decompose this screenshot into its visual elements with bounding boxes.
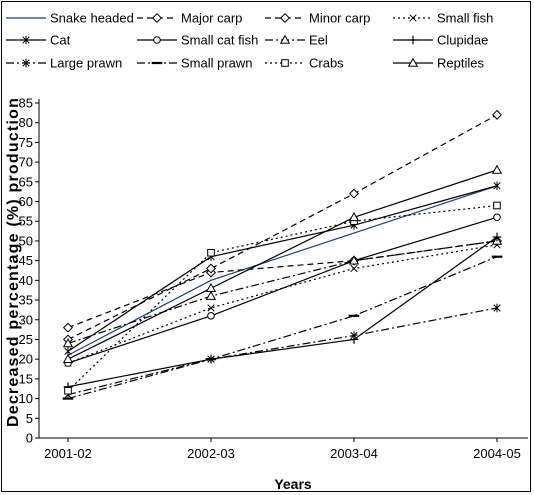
y-tick-label: 70 — [19, 155, 33, 170]
data-point — [205, 282, 217, 293]
series-large-prawn — [64, 303, 501, 399]
data-point — [348, 211, 360, 222]
y-tick-label: 50 — [19, 233, 33, 248]
y-tick-label: 5 — [26, 411, 33, 426]
data-point — [62, 353, 74, 363]
y-tick-label: 80 — [19, 115, 33, 130]
data-point — [348, 188, 360, 199]
series-major-carp — [62, 235, 503, 333]
legend-label: Crabs — [309, 56, 344, 71]
data-point — [492, 232, 502, 242]
y-tick-label: 60 — [19, 194, 33, 209]
series-line — [67, 216, 498, 364]
data-point — [493, 201, 501, 210]
legend-item-cat: Cat — [6, 33, 71, 48]
legend-item-small-fish: Small fish — [393, 11, 493, 26]
y-tick-label: 25 — [19, 332, 33, 347]
data-point — [491, 164, 503, 174]
legend-item-clupidae: Clupidae — [393, 33, 488, 48]
series-crabs — [64, 201, 501, 395]
legend-item-small-prawn: Small prawn — [137, 56, 253, 71]
data-point — [205, 290, 217, 300]
legend-label: Snake headed — [50, 11, 134, 26]
legend-item-large-prawn: Large prawn — [6, 56, 122, 71]
y-tick-label: 40 — [19, 273, 33, 288]
y-tick-label: 20 — [19, 352, 33, 367]
series-line — [67, 204, 498, 392]
y-tick-label: 0 — [26, 431, 33, 446]
series-minor-carp — [62, 109, 503, 345]
legend-label: Large prawn — [50, 56, 122, 71]
legend-label: Small cat fish — [181, 33, 258, 48]
legend-label: Major carp — [181, 11, 242, 26]
series-eel — [62, 235, 503, 348]
y-tick-label: 55 — [19, 214, 33, 229]
series-line — [67, 240, 498, 344]
legend-item-minor-carp: Minor carp — [265, 11, 370, 26]
series-layer — [62, 109, 503, 400]
series-line — [67, 114, 498, 341]
series-snake-headed — [67, 185, 498, 356]
data-point — [350, 331, 358, 340]
series-line — [67, 240, 498, 329]
data-point — [493, 213, 501, 222]
x-tick-label: 2003-04 — [330, 446, 378, 461]
series-line — [67, 244, 498, 364]
y-tick-label: 65 — [19, 174, 33, 189]
data-point — [207, 248, 215, 257]
axes: 0 5 10 15 20 25 30 35 40 45 50 55 60 65 70 75 80 85 2001-0… — [19, 96, 528, 461]
series-line — [67, 256, 498, 400]
legend-item-snake-headed: Snake headed — [6, 11, 134, 26]
legend-label: Small fish — [437, 11, 493, 26]
legend-item-major-carp: Major carp — [137, 11, 242, 26]
x-tick-label: 2002-03 — [187, 446, 235, 461]
data-point — [207, 304, 215, 312]
series-line — [67, 185, 498, 352]
legend-item-reptiles: Reptiles — [393, 56, 484, 71]
legend-label: Minor carp — [309, 11, 370, 26]
y-tick-label: 75 — [19, 135, 33, 150]
x-axis-title: Years — [274, 476, 312, 492]
data-point — [348, 255, 360, 265]
data-point — [491, 109, 503, 120]
y-tick-label: 35 — [19, 293, 33, 308]
series-line — [67, 307, 498, 396]
data-point — [493, 181, 501, 191]
data-point — [62, 322, 74, 333]
data-point — [207, 312, 215, 320]
series-cat — [64, 181, 501, 356]
y-tick-label: 30 — [19, 312, 33, 327]
x-tick-label: 2001-02 — [44, 446, 92, 461]
y-axis-title: Decreased percentage (%) production — [5, 97, 22, 427]
data-point — [350, 264, 358, 273]
series-line — [67, 236, 498, 388]
series-reptiles — [62, 164, 503, 363]
legend-item-eel: Eel — [265, 33, 328, 48]
data-point — [493, 303, 501, 313]
data-point — [205, 263, 217, 274]
legend-label: Reptiles — [437, 56, 484, 71]
y-tick-label: 15 — [19, 371, 33, 386]
y-tick-label: 85 — [19, 96, 33, 111]
legend: Snake headed Major carp Minor carp Small fi… — [6, 11, 493, 71]
legend-item-crabs: Crabs — [265, 56, 344, 71]
y-tick-label: 10 — [19, 391, 33, 406]
series-line — [67, 185, 498, 356]
legend-label: Eel — [309, 33, 328, 48]
data-point — [62, 338, 74, 348]
legend-label: Clupidae — [437, 33, 488, 48]
legend-label: Small prawn — [181, 56, 253, 71]
legend-label: Cat — [50, 33, 71, 48]
y-tick-label: 45 — [19, 253, 33, 268]
series-line — [67, 169, 498, 360]
legend-item-small-cat-fish: Small cat fish — [137, 33, 258, 48]
x-tick-label: 2004-05 — [473, 446, 521, 461]
series-small-prawn — [62, 255, 503, 400]
data-point — [64, 386, 72, 395]
